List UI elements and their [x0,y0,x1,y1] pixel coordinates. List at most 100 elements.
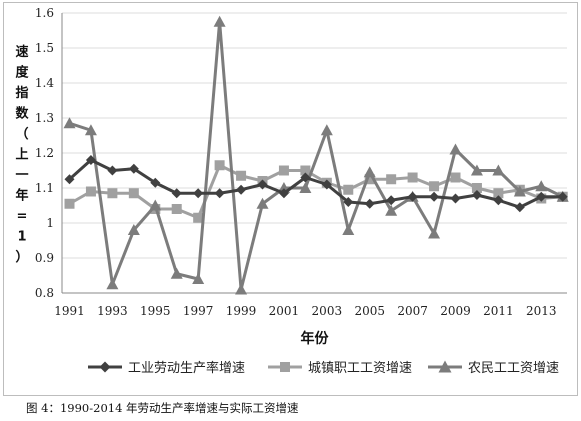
y-tick-label: 1.1 [35,181,54,195]
data-point [127,224,140,235]
data-point [364,198,375,209]
x-tick-label: 2009 [440,304,471,318]
y-tick-label: 1.3 [35,111,54,125]
data-point [128,163,139,174]
x-tick-label: 2013 [526,304,557,318]
y-axis-label-char: 一 [15,168,28,183]
data-point [236,184,247,195]
y-tick-label: 0.9 [35,251,54,265]
data-point [449,143,462,155]
data-point [149,199,162,211]
data-point [64,198,75,209]
legend-item: 城镇职工工资增速 [268,361,412,376]
data-point [107,188,118,199]
data-point [471,190,482,200]
legend-item: 工业劳动生产率增速 [88,360,245,376]
data-point [320,124,333,136]
legend-marker [99,361,111,373]
legend: 工业劳动生产率增速 城镇职工工资增速 农民工工资增速 [88,360,559,376]
series-group [63,15,569,295]
data-point [214,160,225,171]
y-axis-label-char: 上 [15,148,28,163]
data-point [171,188,182,199]
x-tick-label: 2001 [269,304,300,318]
x-tick-label: 1993 [97,304,128,318]
data-point [171,204,182,214]
y-axis-label-char: 指 [15,85,28,101]
data-point [128,188,139,199]
legend-marker [438,360,452,373]
data-point [150,177,161,188]
line-chart: 0.80.911.11.21.31.41.51.6 1991 1993 1995 19… [15,6,569,376]
data-point [428,227,441,239]
data-point [429,191,440,202]
x-axis-label: 年份 [301,330,330,347]
y-tick-label: 1 [46,216,54,230]
data-point [493,195,504,206]
data-point [470,164,483,176]
x-tick-label: 1995 [140,304,171,318]
data-point [429,181,440,192]
grid-lines [62,12,567,294]
legend-item: 农民工工资增速 [428,360,559,376]
legend-label: 城镇职工工资增速 [308,361,412,376]
y-axis-label-char: 速 [15,44,28,60]
data-point [471,183,482,193]
y-tick-label: 0.8 [35,286,54,300]
data-point [450,172,461,183]
x-tick-label: 1991 [54,304,85,318]
series-line [69,20,564,291]
data-point [407,191,418,202]
data-point [557,191,568,202]
data-point [450,193,461,204]
data-point [300,165,311,176]
data-point [385,204,398,216]
data-point [278,188,289,199]
data-point [63,117,76,129]
x-tick-label: 1999 [226,304,257,318]
data-point [363,166,376,178]
y-axis-label-char: 年 [15,188,28,204]
y-tick-label: 1.2 [35,146,54,160]
data-point [492,164,505,176]
data-point [343,184,354,195]
y-axis-label-char: 1 [17,230,26,245]
data-point [85,155,96,165]
data-point [343,197,354,207]
chart-frame [3,2,578,396]
series-line [68,163,563,220]
x-tick-labels: 1991 1993 1995 1997 1999 2001 2003 2005 2007 2009… [54,304,556,318]
data-point [64,174,75,185]
y-tick-label: 1.4 [35,76,54,90]
data-point [214,188,225,199]
y-axis-label-char: = [17,209,28,224]
data-point [170,267,183,279]
legend-marker [280,362,290,372]
series-1 [64,155,568,213]
y-axis-label-char: 度 [15,65,29,81]
x-tick-label: 2011 [483,304,514,318]
y-axis-label-char: ） [15,249,28,265]
data-point [299,182,312,193]
data-point [193,188,204,199]
data-point [236,170,247,181]
data-point [235,283,248,295]
y-tick-labels: 0.8 0.9 1 1.1 1.2 1.3 1.4 1.5 1.6 [35,6,54,300]
series-3 [63,15,569,295]
data-point [342,224,355,235]
data-point [321,179,332,190]
y-tick-label: 1.5 [35,41,54,55]
legend-label: 工业劳动生产率增速 [128,360,245,376]
data-point [386,174,397,185]
data-point [514,202,525,213]
x-tick-label: 2005 [354,304,385,318]
y-axis-label-char: 数 [15,106,29,122]
data-point [106,278,119,290]
data-point [257,179,268,190]
data-point [407,172,418,183]
axes [61,13,567,294]
data-point [256,197,269,209]
data-point [536,191,547,202]
data-point [85,186,96,197]
